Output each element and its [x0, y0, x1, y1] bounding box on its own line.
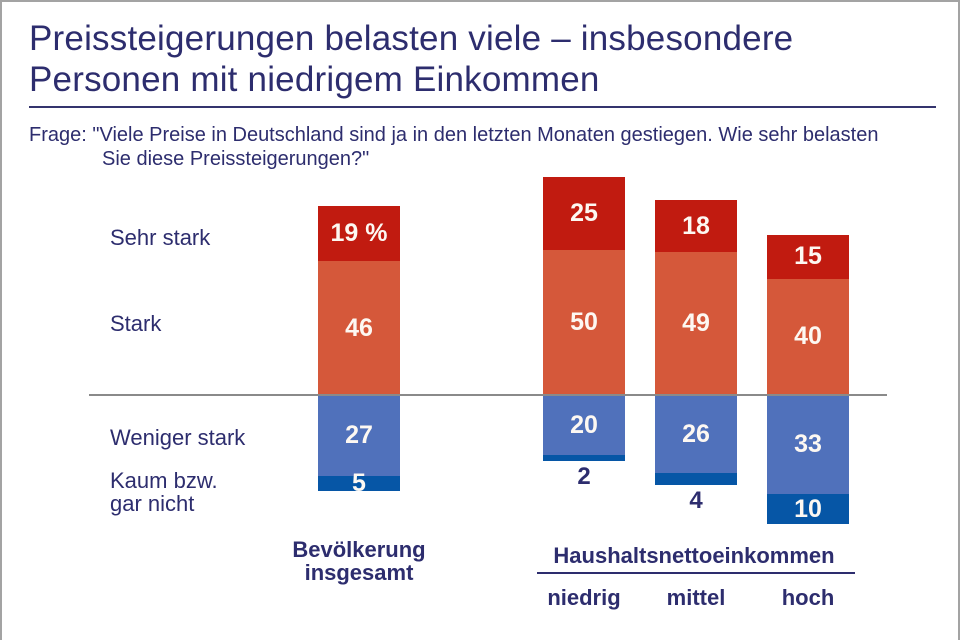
row-label-weniger-stark: Weniger stark [110, 425, 246, 450]
category-label-niedrig: niedrig [547, 585, 621, 610]
bar-segment-kaum-gar-nicht [655, 473, 737, 485]
value-label: 20 [570, 410, 598, 439]
bar-segment-weniger-stark: 27 [318, 395, 400, 476]
value-label-below: 2 [577, 463, 591, 490]
bar-segment-weniger-stark: 26 [655, 395, 737, 473]
bar-segment-sehr-stark: 25 [543, 176, 625, 250]
bar-segment-weniger-stark: 33 [767, 395, 849, 494]
bar-segment-stark: 49 [655, 252, 737, 395]
survey-question-line1: Frage: "Viele Preise in Deutschland sind… [29, 124, 879, 146]
survey-question: Frage: "Viele Preise in Deutschland sind… [29, 123, 878, 171]
value-label: 25 [570, 198, 598, 227]
value-label: 15 [794, 242, 822, 271]
value-label: 10 [794, 494, 822, 523]
category-group-underline [537, 572, 855, 574]
value-label: 50 [570, 307, 598, 336]
bar-segment-stark: 46 [318, 261, 400, 395]
zero-baseline [89, 394, 887, 396]
bar-segment-stark: 50 [543, 249, 625, 395]
value-label: 49 [682, 309, 710, 338]
row-label-sehr-stark: Sehr stark [110, 225, 211, 250]
value-label: 18 [682, 211, 710, 240]
value-label: 26 [682, 419, 710, 448]
row-label-stark: Stark [110, 311, 162, 336]
category-label-bevoelkerung: Bevölkerung insgesamt [292, 537, 426, 585]
value-label: 19 % [330, 218, 388, 247]
bar-segment-kaum-gar-nicht [543, 455, 625, 461]
bar-segment-kaum-gar-nicht: 10 [767, 494, 849, 524]
bar-segment-sehr-stark: 18 [655, 200, 737, 253]
bar-segment-kaum-gar-nicht: 5 [318, 469, 400, 497]
value-label: 27 [345, 421, 373, 449]
survey-question-line2: Sie diese Preissteigerungen?" [102, 148, 370, 170]
row-label-kaum-gar-nicht: Kaum bzw. gar nicht [110, 468, 218, 516]
value-label: 5 [352, 469, 366, 497]
category-label-hoch: hoch [781, 585, 835, 610]
value-label: 33 [794, 430, 822, 458]
bar-segment-weniger-stark: 20 [543, 395, 625, 455]
bar-segment-stark: 40 [767, 278, 849, 395]
bar-segment-sehr-stark: 19 % [318, 205, 400, 262]
title-divider [29, 106, 936, 108]
category-label-mittel: mittel [666, 585, 726, 610]
category-group-label: Haushaltsnettoeinkommen [553, 543, 835, 568]
page-title: Preissteigerungen belasten viele – insbe… [29, 19, 794, 99]
value-label: 40 [794, 322, 822, 351]
value-label: 46 [345, 313, 373, 342]
bar-segment-sehr-stark: 15 [767, 234, 849, 279]
value-label-below: 4 [689, 487, 703, 514]
